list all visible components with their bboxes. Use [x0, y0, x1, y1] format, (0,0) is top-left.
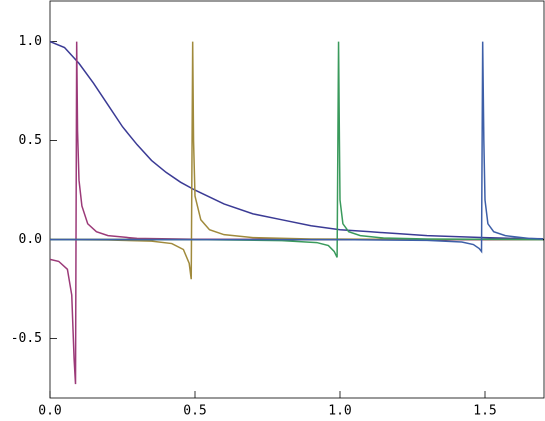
series-line [50, 41, 544, 258]
x-tick-label: 0.0 [38, 404, 61, 419]
x-tick-label: 0.5 [183, 404, 206, 419]
series-line [49, 41, 544, 280]
x-tick-label: 1.0 [328, 404, 351, 419]
y-tick-label: 0.0 [19, 232, 42, 247]
series-line [49, 41, 544, 385]
plot-frame [49, 0, 545, 399]
series-line [50, 41, 544, 254]
y-tick-label: 0.5 [19, 133, 42, 148]
y-tick-label: 1.0 [19, 34, 42, 49]
y-tick-label: -0.5 [11, 331, 42, 346]
x-tick-label: 1.5 [473, 404, 496, 419]
series-line [49, 40, 544, 240]
